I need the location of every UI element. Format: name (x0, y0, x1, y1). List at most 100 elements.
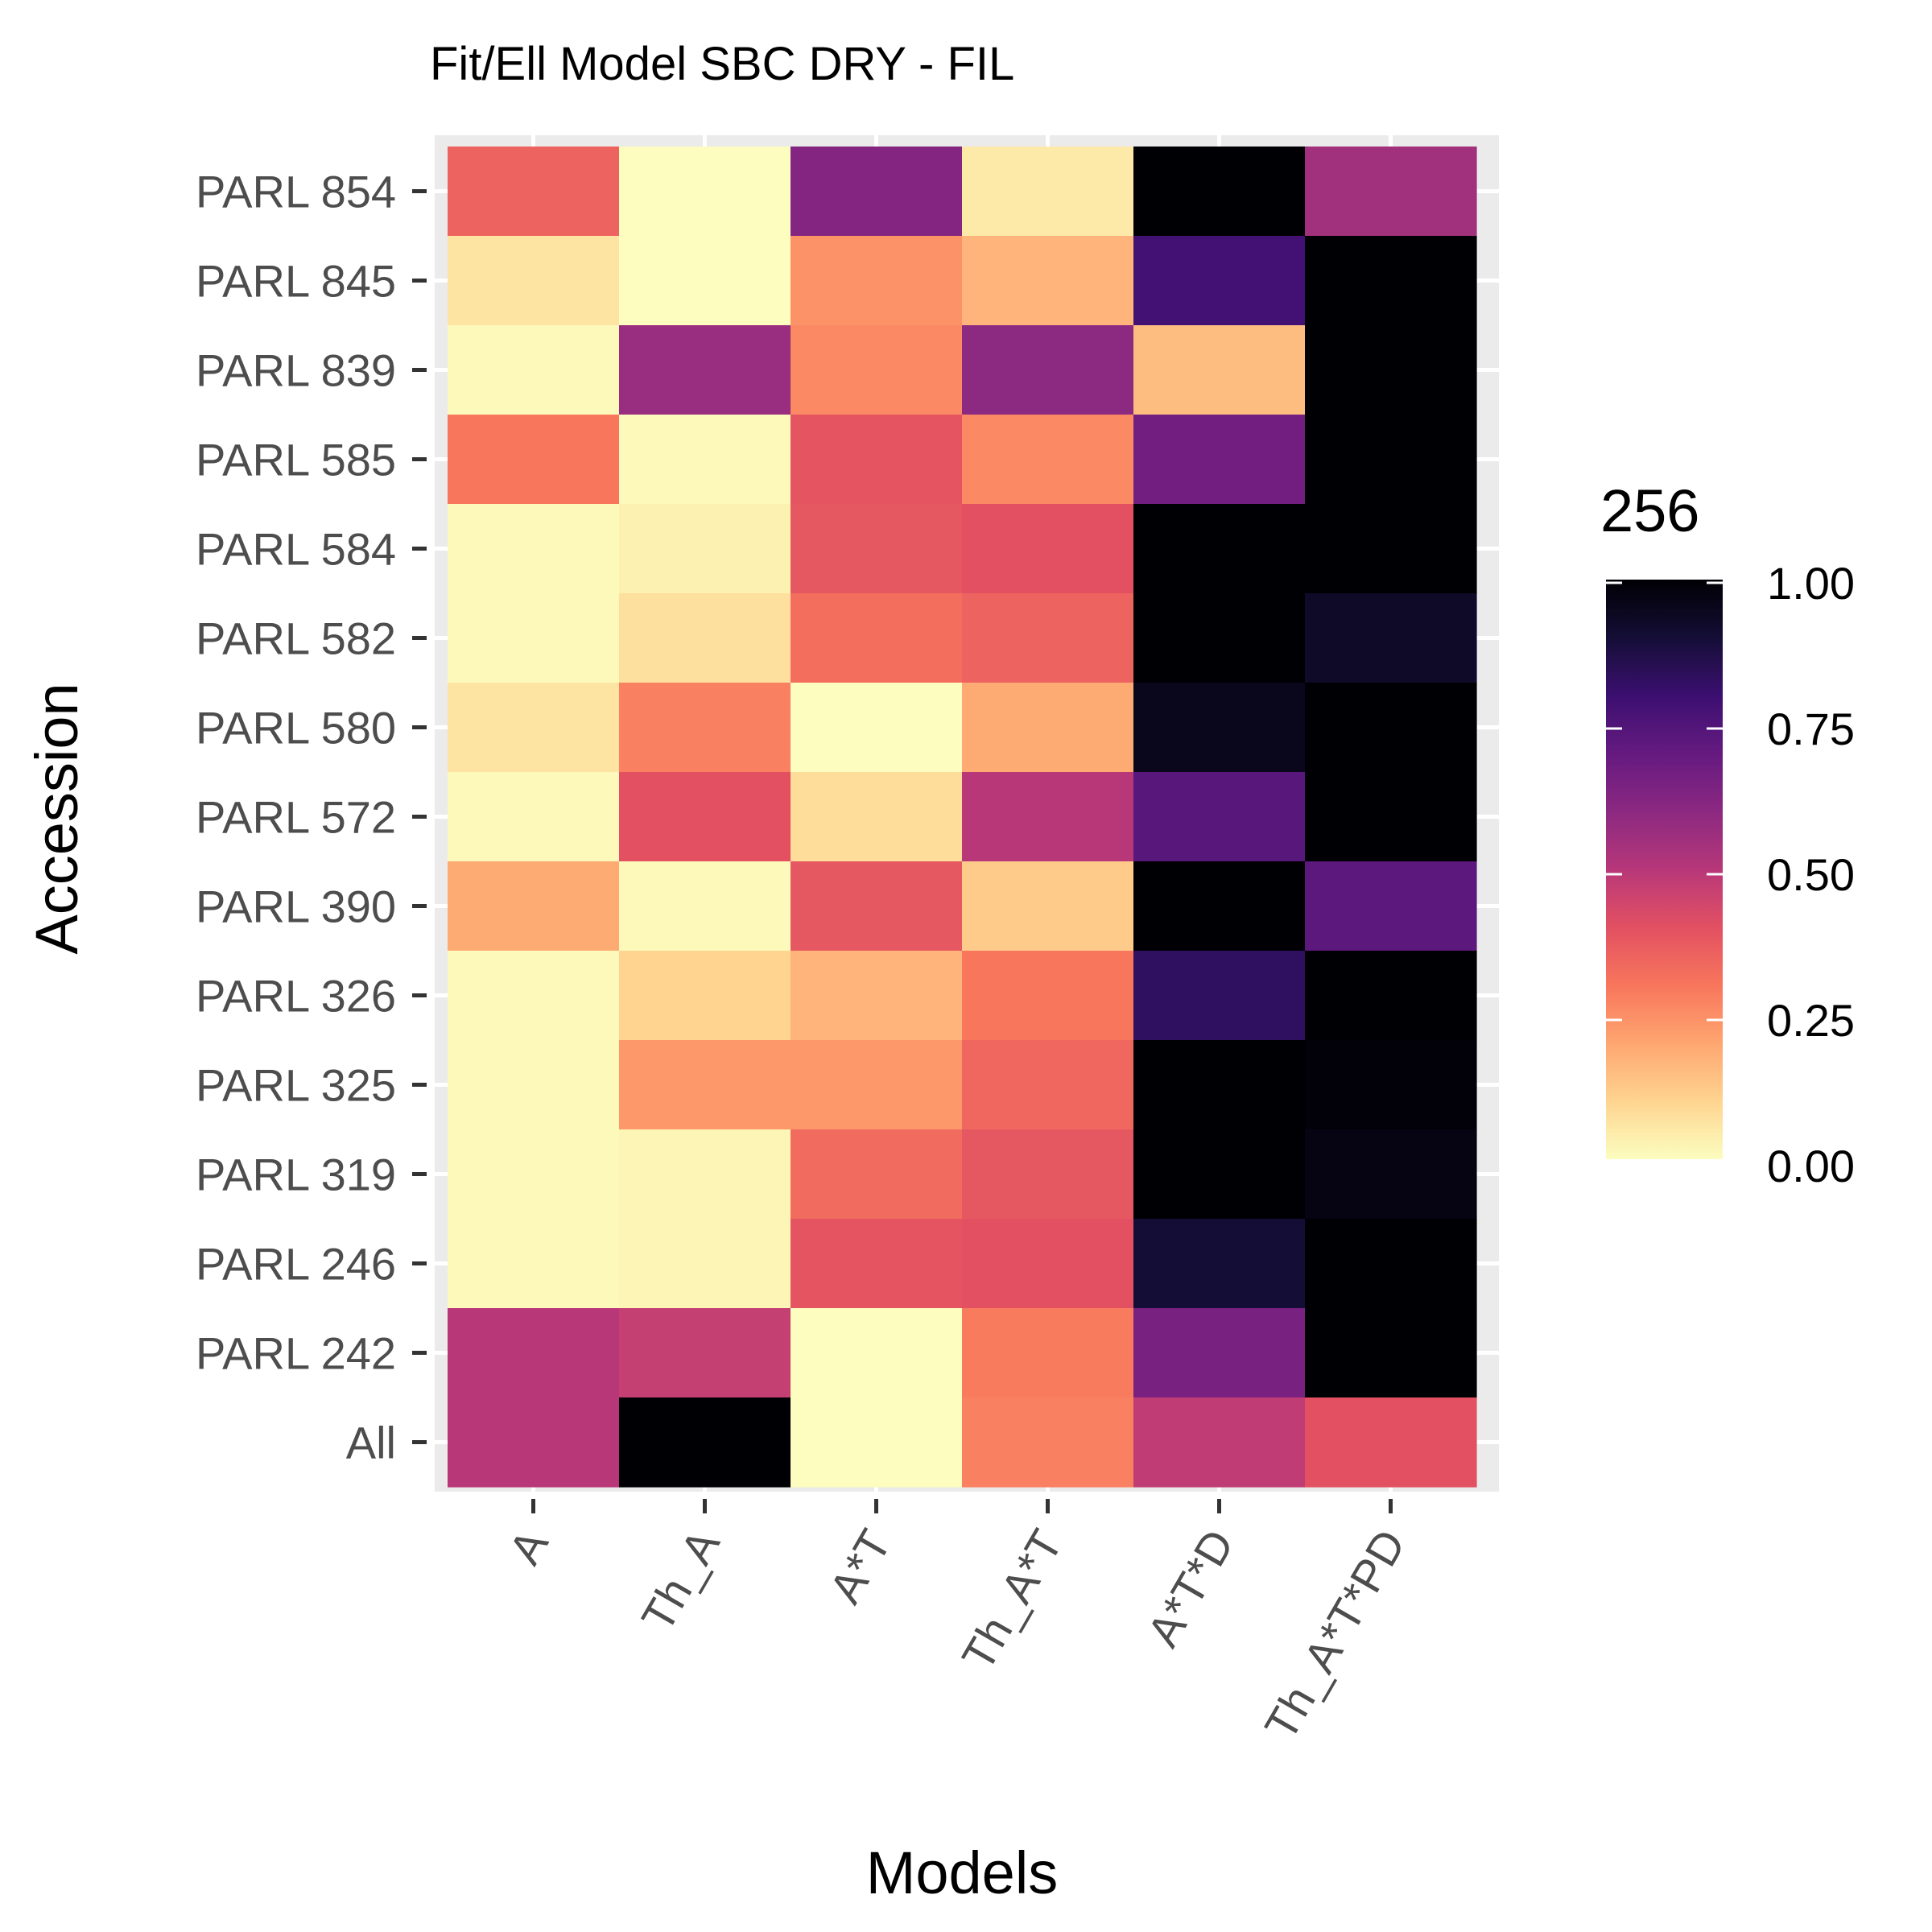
heatmap-cell (1305, 1219, 1477, 1309)
legend-tick-label: 0.75 (1767, 704, 1855, 754)
heatmap-cell (619, 415, 791, 505)
heatmap-cell (1305, 325, 1477, 415)
heatmap-cell (448, 415, 620, 505)
heatmap-cell (448, 683, 620, 773)
heatmap-cell (619, 861, 791, 952)
heatmap-cell (619, 236, 791, 326)
y-tick-label: PARL 580 (196, 703, 396, 753)
x-axis-title: Models (866, 1839, 1059, 1906)
heatmap-cell (962, 1219, 1134, 1309)
heatmap-cell (791, 772, 963, 862)
heatmap-cell (619, 1040, 791, 1130)
heatmap-cell (448, 147, 620, 237)
x-tick-label: A*T (819, 1521, 901, 1612)
heatmap-cell (791, 951, 963, 1041)
legend-tick-label: 1.00 (1767, 558, 1855, 609)
legend-tick-label: 0.50 (1767, 849, 1855, 900)
heatmap-cell (1305, 772, 1477, 862)
heatmap-cell (448, 325, 620, 415)
heatmap-cell (448, 1397, 620, 1488)
x-tick-label: Th_A*T (952, 1521, 1071, 1679)
heatmap-cell (619, 593, 791, 683)
heatmap-cell (1133, 683, 1306, 773)
chart-title: Fit/Ell Model SBC DRY - FIL (430, 38, 1014, 90)
x-axis: A Th_A A*T Th_A*T A*T*D Th_A*T*PD (499, 1499, 1415, 1748)
heatmap-cell (448, 1219, 620, 1309)
heatmap-cell (791, 1308, 963, 1398)
heatmap-cell (791, 147, 963, 237)
color-legend: 256 1.00 0.75 0.50 0.25 0.00 (1600, 477, 1855, 1191)
y-tick-label: PARL 585 (196, 435, 396, 485)
y-tick-label: PARL 845 (196, 256, 396, 307)
y-axis-title: Accession (23, 683, 90, 954)
heatmap-cell (962, 861, 1134, 952)
heatmap-cell (962, 772, 1134, 862)
heatmap-cell (1133, 861, 1306, 952)
heatmap-cell (962, 683, 1134, 773)
x-tick-label: Th_A (631, 1521, 729, 1640)
heatmap-cell (791, 683, 963, 773)
x-tick-label: A (499, 1521, 559, 1572)
heatmap-cell (1305, 593, 1477, 683)
heatmap-cell (619, 772, 791, 862)
heatmap-cell (1133, 147, 1306, 237)
heatmap-cell (1133, 951, 1306, 1041)
heatmap-cell (791, 1397, 963, 1488)
heatmap-cell (1133, 236, 1306, 326)
heatmap-cell (791, 236, 963, 326)
y-tick-label: PARL 582 (196, 613, 396, 664)
heatmap-cell (1133, 593, 1306, 683)
heatmap-cell (619, 951, 791, 1041)
y-tick-label: PARL 326 (196, 971, 396, 1022)
heatmap-cell (962, 593, 1134, 683)
heatmap-cell (962, 951, 1134, 1041)
heatmap-cell (791, 325, 963, 415)
y-tick-label: PARL 584 (196, 524, 396, 575)
heatmap-cell (619, 1129, 791, 1220)
heatmap-cell (1305, 683, 1477, 773)
heatmap-cell (791, 504, 963, 594)
y-tick-label: All (346, 1418, 396, 1468)
heatmap-cell (619, 325, 791, 415)
heatmap-cell (1133, 1397, 1306, 1488)
heatmap-cell (1133, 1308, 1306, 1398)
legend-title: 256 (1600, 477, 1699, 544)
y-tick-label: PARL 319 (196, 1150, 396, 1200)
heatmap-cell (962, 1040, 1134, 1130)
heatmap-cell (1305, 236, 1477, 326)
heatmap-cell (962, 147, 1134, 237)
y-tick-label: PARL 390 (196, 881, 396, 932)
heatmap-cell (1133, 1129, 1306, 1220)
heatmap-cell (1305, 1129, 1477, 1220)
heatmap-cell (962, 325, 1134, 415)
heatmap-cell (1305, 504, 1477, 594)
heatmap-cell (962, 236, 1134, 326)
heatmap-cell (619, 147, 791, 237)
heatmap-cell (791, 1040, 963, 1130)
heatmap-cell (619, 1308, 791, 1398)
heatmap-cell (962, 1397, 1134, 1488)
heatmap-cell (619, 683, 791, 773)
heatmap-cell (962, 1129, 1134, 1220)
heatmap-cell (448, 593, 620, 683)
heatmap-cell (448, 1308, 620, 1398)
heatmap-cell (448, 772, 620, 862)
y-tick-label: PARL 246 (196, 1239, 396, 1290)
heatmap-cell (1133, 415, 1306, 505)
heatmap-cell (1133, 504, 1306, 594)
heatmap-cell (1133, 325, 1306, 415)
y-tick-label: PARL 572 (196, 792, 396, 843)
heatmap-cell (962, 1308, 1134, 1398)
heatmap-cell (791, 1219, 963, 1309)
heatmap-cell (448, 1040, 620, 1130)
heatmap-cell (448, 951, 620, 1041)
heatmap-cell (1305, 147, 1477, 237)
legend-ticks: 1.00 0.75 0.50 0.25 0.00 (1606, 558, 1855, 1191)
heatmap-cells (448, 147, 1477, 1488)
heatmap-cell (1305, 1397, 1477, 1488)
heatmap-cell (1305, 951, 1477, 1041)
legend-colorbar (1606, 580, 1723, 1159)
legend-tick-label: 0.25 (1767, 995, 1855, 1046)
heatmap-cell (791, 861, 963, 952)
